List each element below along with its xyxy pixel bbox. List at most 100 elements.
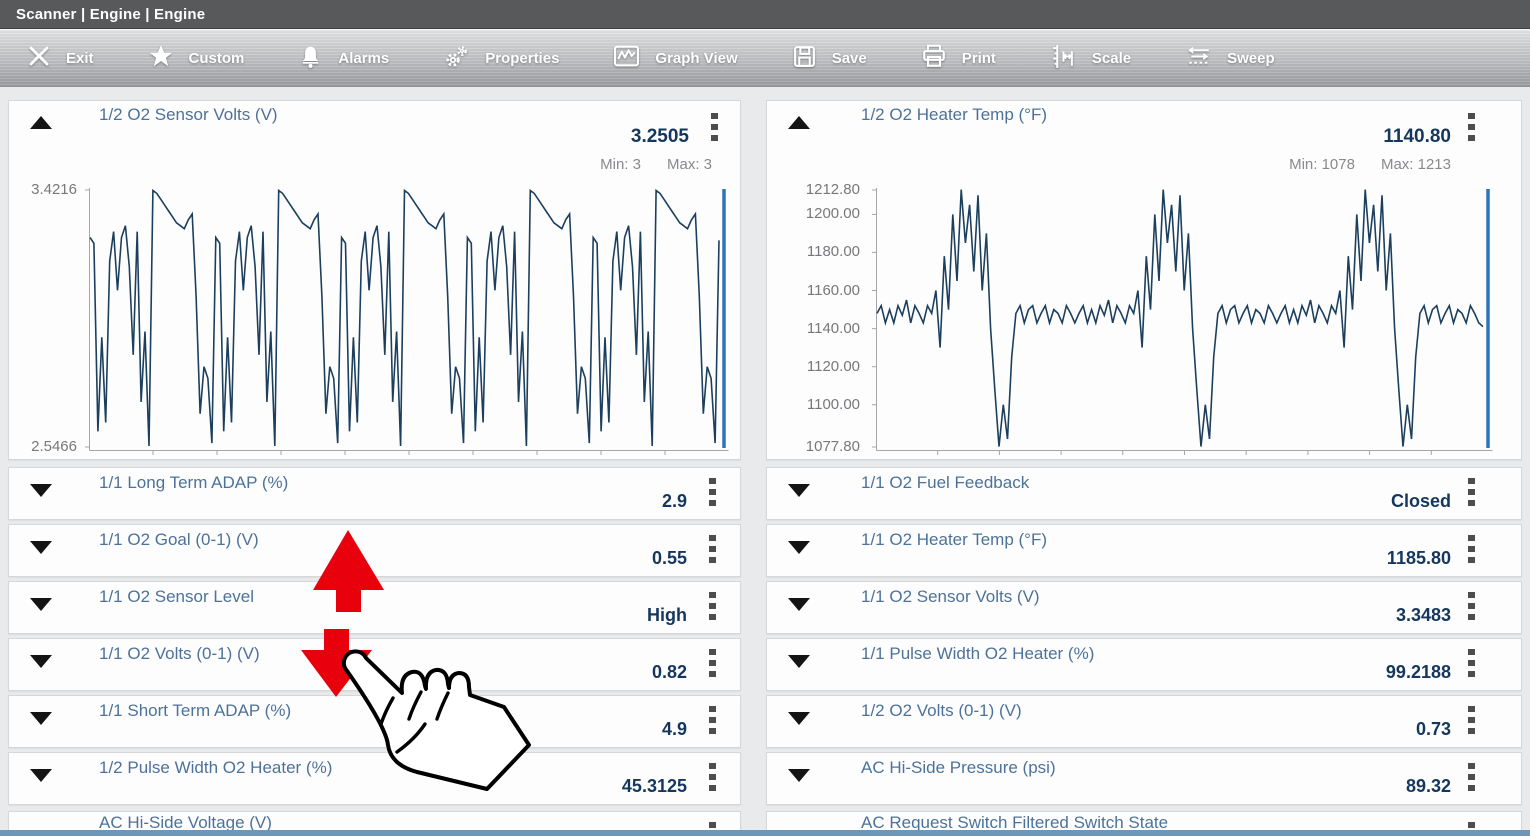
scale-button[interactable]: Scale [1023, 30, 1158, 86]
kebab-menu-icon[interactable] [1468, 822, 1475, 830]
param-row[interactable]: AC Request Switch Filtered Switch State [766, 811, 1522, 831]
param-value: 0.55 [651, 548, 687, 568]
properties-button[interactable]: Properties [416, 30, 586, 86]
star-icon [148, 43, 174, 73]
expand-triangle[interactable] [788, 484, 810, 497]
kebab-menu-icon[interactable] [709, 478, 716, 506]
expand-triangle[interactable] [788, 712, 810, 725]
graph-min: Min: 3 [600, 156, 641, 173]
param-title: 1/1 O2 Heater Temp (°F) [861, 530, 1047, 549]
param-title: AC Hi-Side Voltage (V) [99, 813, 272, 831]
right-graph-panel: 1/2 O2 Heater Temp (°F) 1140.80 Min: 107… [766, 100, 1522, 460]
y-axis-label: 1140.00 [806, 320, 860, 337]
graph-max: Max: 3 [666, 156, 712, 173]
save-label: Save [831, 49, 867, 67]
param-title: 1/2 Pulse Width O2 Heater (%) [99, 758, 333, 777]
expand-triangle[interactable] [30, 484, 52, 497]
alarms-button[interactable]: Alarms [271, 30, 416, 86]
param-title: 1/1 O2 Volts (0-1) (V) [99, 644, 260, 663]
swipe-down-arrow [301, 629, 372, 697]
param-row[interactable]: 1/1 O2 Heater Temp (°F) 1185.80 [766, 524, 1522, 577]
param-row[interactable]: 1/1 Long Term ADAP (%) 2.9 [8, 467, 741, 520]
graph-view-icon [613, 43, 640, 73]
param-row[interactable]: 1/2 Pulse Width O2 Heater (%) 45.3125 [8, 752, 741, 805]
toolbar: Exit Custom Alarms Properties Graph View… [0, 29, 1530, 87]
graph-title: 1/2 O2 Sensor Volts (V) [99, 105, 278, 124]
param-row[interactable]: 1/1 O2 Sensor Volts (V) 3.3483 [766, 581, 1522, 634]
kebab-menu-icon[interactable] [1468, 592, 1475, 620]
bottom-edge-strip [0, 830, 1530, 836]
left-graph-plot[interactable] [85, 186, 729, 455]
graph-current-value: 1140.80 [1383, 126, 1451, 147]
param-title: 1/1 Short Term ADAP (%) [99, 701, 292, 720]
kebab-menu-icon[interactable] [709, 649, 716, 677]
kebab-menu-icon[interactable] [709, 535, 716, 563]
kebab-menu-icon[interactable] [1468, 706, 1475, 734]
properties-label: Properties [485, 49, 560, 67]
param-title: 1/1 Long Term ADAP (%) [99, 473, 289, 492]
left-graph-panel: 1/2 O2 Sensor Volts (V) 3.2505 Min: 3 Ma… [8, 100, 741, 460]
breadcrumb-bar: Scanner | Engine | Engine [0, 0, 1530, 29]
right-graph-plot[interactable] [872, 186, 1493, 455]
kebab-menu-icon[interactable] [709, 822, 716, 830]
graph-min: Min: 1078 [1289, 156, 1355, 173]
kebab-menu-icon[interactable] [711, 113, 718, 141]
graph-minmax: Min: 1078 Max: 1213 [1289, 156, 1451, 173]
param-value: Closed [1390, 491, 1451, 511]
kebab-menu-icon[interactable] [1468, 535, 1475, 563]
param-row[interactable]: 1/1 O2 Fuel Feedback Closed [766, 467, 1522, 520]
print-button[interactable]: Print [894, 30, 1023, 86]
param-title: 1/2 O2 Volts (0-1) (V) [861, 701, 1022, 720]
y-axis-label: 2.5466 [31, 438, 77, 455]
param-value: 89.32 [1405, 776, 1451, 796]
param-row[interactable]: 1/2 O2 Volts (0-1) (V) 0.73 [766, 695, 1522, 748]
param-row[interactable]: 1/1 Pulse Width O2 Heater (%) 99.2188 [766, 638, 1522, 691]
kebab-menu-icon[interactable] [1468, 478, 1475, 506]
exit-button[interactable]: Exit [0, 30, 121, 86]
bell-icon [298, 44, 323, 73]
save-button[interactable]: Save [765, 30, 894, 86]
kebab-menu-icon[interactable] [1468, 763, 1475, 791]
expand-triangle[interactable] [30, 712, 52, 725]
expand-triangle[interactable] [788, 655, 810, 668]
expand-triangle[interactable] [30, 541, 52, 554]
param-title: 1/1 O2 Fuel Feedback [861, 473, 1030, 492]
param-row[interactable]: 1/1 O2 Goal (0-1) (V) 0.55 [8, 524, 741, 577]
collapse-triangle[interactable] [788, 116, 810, 129]
param-value: 99.2188 [1385, 662, 1451, 682]
graph-view-label: Graph View [655, 49, 738, 67]
expand-triangle[interactable] [30, 655, 52, 668]
expand-triangle[interactable] [788, 769, 810, 782]
graph-view-button[interactable]: Graph View [586, 30, 764, 86]
param-value: 2.9 [661, 491, 687, 511]
sweep-button[interactable]: Sweep [1158, 30, 1302, 86]
y-axis-label: 1212.80 [805, 181, 860, 198]
custom-label: Custom [188, 49, 245, 67]
left-graph-y-axis: 3.4216 2.5466 [9, 181, 83, 455]
param-row[interactable]: AC Hi-Side Pressure (psi) 89.32 [766, 752, 1522, 805]
swipe-up-arrow [313, 530, 384, 612]
kebab-menu-icon[interactable] [709, 763, 716, 791]
kebab-menu-icon[interactable] [1468, 113, 1475, 141]
kebab-menu-icon[interactable] [709, 706, 716, 734]
kebab-menu-icon[interactable] [709, 592, 716, 620]
expand-triangle[interactable] [788, 541, 810, 554]
expand-triangle[interactable] [30, 598, 52, 611]
param-value: 4.9 [661, 719, 687, 739]
scale-label: Scale [1091, 49, 1132, 67]
print-label: Print [961, 49, 996, 67]
param-row[interactable]: AC Hi-Side Voltage (V) [8, 811, 741, 831]
collapse-triangle[interactable] [30, 116, 52, 129]
y-axis-label: 1077.80 [805, 438, 860, 455]
param-value: High [647, 605, 687, 625]
custom-button[interactable]: Custom [121, 30, 272, 86]
param-title: 1/1 Pulse Width O2 Heater (%) [861, 644, 1095, 663]
scroll-gesture-overlay [296, 526, 536, 808]
kebab-menu-icon[interactable] [1468, 649, 1475, 677]
y-axis-label: 1120.00 [806, 358, 860, 375]
param-title: AC Hi-Side Pressure (psi) [861, 758, 1056, 777]
expand-triangle[interactable] [788, 598, 810, 611]
param-title: 1/1 O2 Sensor Level [99, 587, 254, 606]
y-axis-label: 3.4216 [31, 181, 77, 198]
expand-triangle[interactable] [30, 769, 52, 782]
